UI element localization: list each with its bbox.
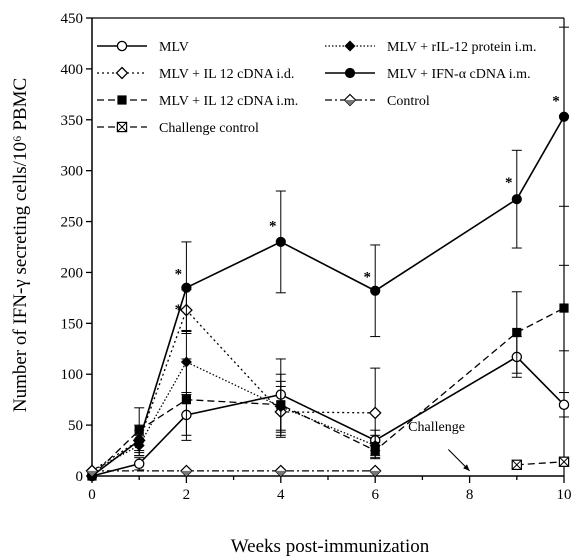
y-tick-label: 400	[61, 62, 84, 78]
x-tick-label: 2	[183, 487, 191, 503]
data-point	[369, 439, 381, 451]
legend-marker	[115, 66, 129, 80]
legend-item-2: MLV + IL 12 cDNA i.m.	[97, 94, 298, 109]
legend-label: MLV + rIL-12 protein i.m.	[387, 40, 536, 55]
x-tick-label: 10	[557, 487, 572, 503]
y-tick-label: 200	[61, 265, 84, 281]
legend-label: MLV	[159, 40, 189, 55]
significance-mark: *	[175, 266, 183, 282]
legend-item-6: Control	[325, 93, 430, 109]
series-3	[511, 456, 570, 471]
legend: MLV MLV + IL 12 cDNA i.d. MLV + IL 12 cDNA…	[97, 40, 536, 136]
data-point	[181, 395, 191, 405]
series-5	[86, 26, 570, 482]
data-point	[134, 435, 145, 446]
y-tick-label: 350	[61, 113, 84, 129]
legend-marker	[344, 40, 356, 52]
y-tick-label: 450	[61, 11, 84, 27]
data-point	[511, 194, 522, 205]
data-point	[180, 464, 193, 478]
data-point	[368, 464, 382, 478]
y-tick-label: 100	[61, 367, 84, 383]
data-point	[558, 456, 570, 467]
y-tick-label: 300	[61, 164, 84, 180]
x-tick-label: 6	[371, 487, 379, 503]
significance-mark: *	[363, 269, 371, 285]
y-tick-label: 50	[68, 418, 83, 434]
series-line	[91, 361, 376, 472]
challenge-annotation: Challenge	[408, 420, 465, 435]
data-point	[85, 464, 99, 478]
data-point	[275, 401, 287, 413]
y-tick-label: 250	[61, 215, 84, 231]
legend-item-4: MLV + rIL-12 protein i.m.	[325, 40, 536, 55]
legend-item-3: Challenge control	[97, 121, 259, 136]
significance-mark: *	[269, 219, 277, 235]
data-point	[133, 458, 145, 470]
legend-label: MLV + IL 12 cDNA i.m.	[159, 94, 298, 109]
legend-item-0: MLV	[97, 40, 189, 55]
x-tick-label: 4	[277, 487, 285, 503]
significance-mark: *	[552, 93, 560, 109]
series-6	[85, 464, 382, 478]
x-axis-label: Weeks post-immunization	[231, 536, 430, 557]
y-axis-label: Number of IFN-γ secreting cells/10⁶ PBMC	[10, 78, 31, 412]
series-line	[91, 307, 565, 477]
legend-item-1: MLV + IL 12 cDNA i.d.	[97, 66, 294, 82]
data-point	[511, 459, 523, 471]
legend-marker	[117, 95, 127, 105]
data-point	[181, 282, 192, 293]
significance-mark: *	[505, 175, 513, 191]
data-point	[274, 464, 288, 478]
data-point	[558, 111, 570, 122]
data-point	[558, 399, 570, 411]
legend-marker	[116, 121, 128, 133]
legend-marker	[116, 40, 128, 52]
series-line	[91, 116, 565, 477]
data-point	[512, 327, 522, 338]
significance-mark: *	[175, 302, 183, 318]
legend-label: Challenge control	[159, 121, 259, 136]
legend-label: MLV + IL 12 cDNA i.d.	[159, 67, 294, 82]
data-point	[180, 356, 192, 368]
plot-area: * * * * * * Challenge	[85, 26, 570, 482]
series-line	[91, 308, 376, 472]
data-point	[370, 285, 381, 296]
axes: 0 50 100 150 200 250 300 350 400 450 0 2 4 6 8 10	[61, 11, 572, 503]
x-tick-label: 0	[88, 487, 96, 503]
legend-label: MLV + IFN-α cDNA i.m.	[387, 67, 531, 82]
y-tick-label: 0	[76, 469, 84, 485]
series-1	[85, 289, 382, 478]
challenge-arrowhead	[463, 464, 470, 471]
series-line	[516, 461, 565, 466]
y-tick-label: 150	[61, 316, 84, 332]
legend-label: Control	[387, 94, 430, 109]
data-point	[559, 303, 569, 313]
legend-item-5: MLV + IFN-α cDNA i.m.	[325, 67, 531, 82]
legend-marker	[344, 67, 356, 79]
data-point	[368, 406, 382, 420]
data-point	[275, 236, 286, 248]
legend-marker	[343, 93, 357, 107]
x-tick-label: 8	[466, 487, 474, 503]
